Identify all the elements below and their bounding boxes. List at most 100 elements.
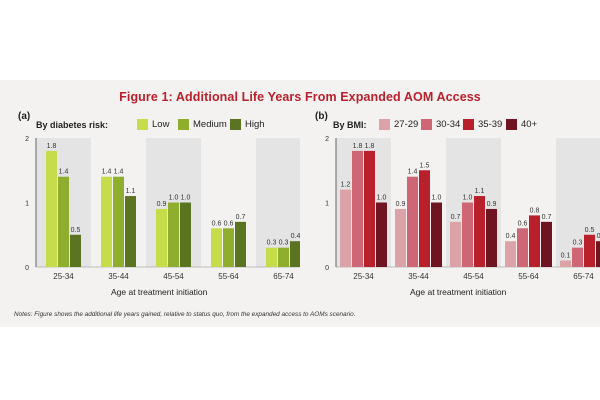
value-label-35-39-35-44: 1.5 <box>420 162 430 169</box>
bar-low-65-74 <box>266 247 277 267</box>
bar-40-plus-65-74 <box>596 241 600 267</box>
bar-27-29-65-74 <box>560 260 571 267</box>
value-label-low-45-54: 0.9 <box>157 201 167 208</box>
bar-35-39-55-64 <box>529 215 540 267</box>
bar-high-35-44 <box>125 196 136 267</box>
bar-35-39-65-74 <box>584 234 595 267</box>
value-label-35-39-25-34: 1.8 <box>365 143 375 150</box>
value-label-30-34-65-74: 0.3 <box>573 240 583 247</box>
bar-27-29-25-34 <box>340 189 351 267</box>
legend-item-bmi-40-plus: 40+ <box>506 119 537 130</box>
value-label-40-plus-25-34: 1.0 <box>377 195 387 202</box>
bar-high-25-34 <box>70 234 81 267</box>
legend-item-medium: Medium <box>178 119 227 130</box>
value-label-high-45-54: 1.0 <box>181 195 191 202</box>
value-label-high-65-74: 0.4 <box>291 233 300 240</box>
x-tick-label-35-44: 35-44 <box>108 272 129 281</box>
legend-item-high: High <box>230 119 265 130</box>
bar-30-34-25-34 <box>352 150 363 267</box>
bar-30-34-35-44 <box>407 176 418 267</box>
y-tick-label: 2 <box>25 136 29 143</box>
legend-label-bmi-30-34: 30-34 <box>436 119 461 130</box>
legend-swatch-bmi-40-plus <box>506 119 517 130</box>
legend-item-bmi-27-29: 27-29 <box>379 119 418 130</box>
bar-27-29-55-64 <box>505 241 516 267</box>
value-label-low-25-34: 1.8 <box>47 143 57 150</box>
y-tick-label: 1 <box>25 201 29 208</box>
legend-item-bmi-30-34: 30-34 <box>421 119 460 130</box>
panel-label-a: (a) <box>18 111 31 122</box>
value-label-30-34-25-34: 1.8 <box>353 143 363 150</box>
bar-27-29-35-44 <box>395 208 406 267</box>
value-label-40-plus-45-54: 0.9 <box>487 201 497 208</box>
bar-medium-65-74 <box>278 247 289 267</box>
value-label-medium-45-54: 1.0 <box>169 195 179 202</box>
legend-label-medium: Medium <box>193 119 227 130</box>
x-tick-label-55-64: 55-64 <box>518 272 539 281</box>
legend-swatch-low <box>137 119 148 130</box>
bar-high-45-54 <box>180 202 191 267</box>
value-label-35-39-45-54: 1.1 <box>475 188 485 195</box>
legend-item-low: Low <box>137 119 169 130</box>
bar-27-29-45-54 <box>450 221 461 267</box>
bar-35-39-25-34 <box>364 150 375 267</box>
value-label-35-39-65-74: 0.5 <box>585 227 595 234</box>
value-label-27-29-45-54: 0.7 <box>451 214 461 221</box>
legend-label-bmi-40-plus: 40+ <box>521 119 538 130</box>
legend-label-high: High <box>245 119 265 130</box>
value-label-high-25-34: 0.5 <box>71 227 81 234</box>
value-label-low-35-44: 1.4 <box>102 169 112 176</box>
legend-swatch-high <box>230 119 241 130</box>
value-label-27-29-25-34: 1.2 <box>341 182 351 189</box>
figure-notes: Notes: Figure shows the additional life … <box>14 311 356 318</box>
x-tick-label-25-34: 25-34 <box>53 272 74 281</box>
legend-label-low: Low <box>152 119 170 130</box>
bar-medium-45-54 <box>168 202 179 267</box>
panel-label-b: (b) <box>315 111 328 122</box>
chart-a-xlabel: Age at treatment initiation <box>111 287 208 297</box>
value-label-high-35-44: 1.1 <box>126 188 136 195</box>
bar-30-34-45-54 <box>462 202 473 267</box>
bar-medium-55-64 <box>223 228 234 267</box>
bar-35-39-35-44 <box>419 170 430 267</box>
legend-label-bmi-27-29: 27-29 <box>394 119 419 130</box>
chart-b-xlabel: Age at treatment initiation <box>410 287 507 297</box>
value-label-high-55-64: 0.7 <box>236 214 246 221</box>
value-label-medium-25-34: 1.4 <box>59 169 69 176</box>
bar-low-25-34 <box>46 150 57 267</box>
legend-swatch-medium <box>178 119 189 130</box>
bar-low-55-64 <box>211 228 222 267</box>
bar-30-34-65-74 <box>572 247 583 267</box>
bar-30-34-55-64 <box>517 228 528 267</box>
legend-title-a: By diabetes risk: <box>36 120 109 130</box>
bar-low-45-54 <box>156 208 167 267</box>
legend-swatch-bmi-35-39 <box>463 119 474 130</box>
x-tick-label-65-74: 65-74 <box>573 272 594 281</box>
value-label-40-plus-55-64: 0.7 <box>542 214 552 221</box>
x-tick-label-55-64: 55-64 <box>218 272 239 281</box>
value-label-27-29-65-74: 0.1 <box>561 253 571 260</box>
value-label-27-29-55-64: 0.4 <box>506 233 516 240</box>
value-label-low-55-64: 0.6 <box>212 220 222 227</box>
legend-title-b: By BMI: <box>333 120 367 130</box>
bar-medium-35-44 <box>113 176 124 267</box>
y-tick-label: 2 <box>325 136 329 143</box>
legend-label-bmi-35-39: 35-39 <box>478 119 503 130</box>
value-label-low-65-74: 0.3 <box>267 240 277 247</box>
x-tick-label-45-54: 45-54 <box>163 272 184 281</box>
value-label-medium-65-74: 0.3 <box>279 240 289 247</box>
bar-40-plus-55-64 <box>541 221 552 267</box>
value-label-40-plus-65-74: 0.4 <box>597 233 600 240</box>
x-tick-label-65-74: 65-74 <box>273 272 294 281</box>
value-label-27-29-35-44: 0.9 <box>396 201 406 208</box>
legend-item-bmi-35-39: 35-39 <box>463 119 502 130</box>
bar-35-39-45-54 <box>474 196 485 267</box>
y-tick-label: 1 <box>325 201 329 208</box>
chart-b-plot: 0 1 2 1.2 1.8 1.8 1.0 25-34 0.9 1.41.5 1.0 35-44 0.7… <box>325 136 600 281</box>
value-label-medium-35-44: 1.4 <box>114 169 124 176</box>
figure-title: Figure 1: Additional Life Years From Exp… <box>119 90 481 104</box>
value-label-30-34-45-54: 1.0 <box>463 195 473 202</box>
bar-low-35-44 <box>101 176 112 267</box>
legend-swatch-bmi-30-34 <box>421 119 432 130</box>
